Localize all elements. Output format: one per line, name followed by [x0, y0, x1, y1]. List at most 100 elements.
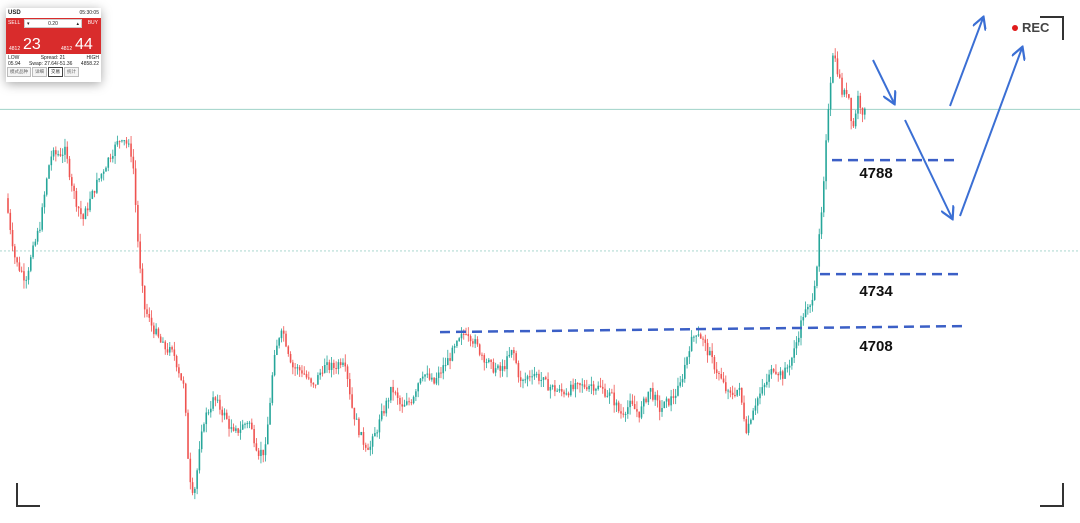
- candle-body: [465, 333, 467, 335]
- candle-body: [832, 55, 834, 83]
- candle-body: [68, 158, 71, 178]
- candle-body: [435, 378, 438, 384]
- candle-body: [649, 388, 652, 392]
- candle-body: [282, 330, 285, 334]
- candle-body: [45, 178, 48, 195]
- candle-body: [547, 379, 549, 391]
- candle-body: [255, 443, 258, 451]
- candle-body: [709, 350, 711, 356]
- candle-body: [57, 154, 59, 156]
- candle-body: [219, 399, 221, 410]
- candle-body: [656, 394, 659, 401]
- candle-body: [191, 482, 194, 493]
- candle-body: [624, 413, 627, 415]
- candle-body: [688, 351, 691, 358]
- candle-body: [734, 394, 736, 396]
- arrow-down-to-4734: [904, 119, 952, 218]
- candle-body: [148, 313, 151, 318]
- candle-body: [592, 384, 595, 391]
- candle-body: [408, 401, 410, 403]
- candle-body: [725, 382, 727, 392]
- candle-body: [337, 362, 340, 370]
- candle-body: [405, 401, 408, 405]
- candle-body: [848, 94, 850, 98]
- candle-body: [173, 349, 176, 357]
- candle-body: [611, 392, 613, 394]
- arrow-up-breakout: [949, 18, 983, 107]
- candle-body: [380, 411, 383, 420]
- candle-body: [105, 167, 107, 172]
- candle-body: [287, 346, 290, 354]
- candle-body: [182, 380, 185, 384]
- candle-body: [864, 108, 866, 115]
- candle-body: [86, 208, 89, 211]
- candle-body: [838, 74, 841, 78]
- sell-button[interactable]: SELL: [8, 20, 21, 26]
- candle-body: [829, 82, 832, 110]
- candle-body: [118, 141, 121, 143]
- candle-body: [631, 400, 634, 405]
- frame-corner-bottom-left: [16, 483, 40, 507]
- candle-body: [216, 399, 219, 401]
- candle-body: [230, 427, 233, 429]
- candle-body: [317, 375, 319, 385]
- candle-body: [20, 270, 23, 272]
- candle-body: [246, 423, 249, 425]
- candle-body: [579, 383, 581, 386]
- buy-button[interactable]: BUY: [87, 20, 98, 26]
- candle-body: [661, 408, 663, 412]
- candle-body: [807, 306, 809, 310]
- candle-body: [232, 427, 235, 431]
- rec-label: REC: [1022, 20, 1050, 35]
- tab-stats[interactable]: 统计: [64, 67, 79, 77]
- candle-body: [804, 309, 807, 317]
- candle-body: [565, 393, 568, 395]
- quote-panel[interactable]: USD 05:30:05 SELL BUY ▾ 0.20 ▴ 4812 23 4…: [6, 8, 101, 82]
- candle-body: [554, 385, 556, 392]
- candle-body: [857, 95, 859, 114]
- candle-body: [330, 362, 333, 370]
- candle-body: [745, 419, 748, 433]
- candle-body: [371, 436, 374, 447]
- tab-trade[interactable]: 交易: [48, 67, 63, 77]
- candle-body: [665, 398, 668, 402]
- candle-body: [392, 386, 394, 393]
- candle-body: [822, 181, 825, 213]
- candle-body: [791, 357, 793, 366]
- candle-body: [305, 373, 308, 378]
- candle-body: [440, 372, 442, 374]
- candle-body: [9, 212, 12, 230]
- candle-body: [344, 362, 347, 367]
- increase-lot-icon[interactable]: ▴: [76, 20, 79, 27]
- candle-body: [64, 146, 66, 155]
- candle-body: [549, 386, 552, 391]
- candle-body: [189, 458, 192, 483]
- candle-body: [501, 366, 504, 371]
- candle-body: [426, 373, 429, 375]
- tab-details[interactable]: 详细: [32, 67, 47, 77]
- candle-body: [431, 377, 433, 380]
- candle-body: [84, 208, 87, 220]
- candle-body: [481, 354, 483, 356]
- candle-body: [663, 401, 666, 409]
- low-value: 05.94: [8, 61, 21, 67]
- candle-body: [168, 347, 171, 353]
- candle-body: [396, 392, 399, 398]
- candle-body: [415, 391, 417, 397]
- candle-body: [581, 384, 584, 386]
- candle-body: [96, 179, 98, 193]
- candle-body: [588, 385, 590, 390]
- candle-body: [652, 388, 654, 400]
- candle-body: [658, 400, 661, 412]
- lot-size-value[interactable]: 0.20: [48, 20, 58, 27]
- decrease-lot-icon[interactable]: ▾: [27, 20, 30, 27]
- lot-size-stepper[interactable]: ▾ 0.20 ▴: [24, 19, 82, 28]
- candle-body: [686, 357, 688, 365]
- candle-body: [845, 89, 848, 95]
- candle-body: [718, 373, 720, 375]
- tab-symbols[interactable]: 模式品种: [7, 67, 31, 77]
- candle-body: [364, 444, 367, 448]
- candle-body: [544, 377, 547, 380]
- candle-body: [576, 383, 579, 385]
